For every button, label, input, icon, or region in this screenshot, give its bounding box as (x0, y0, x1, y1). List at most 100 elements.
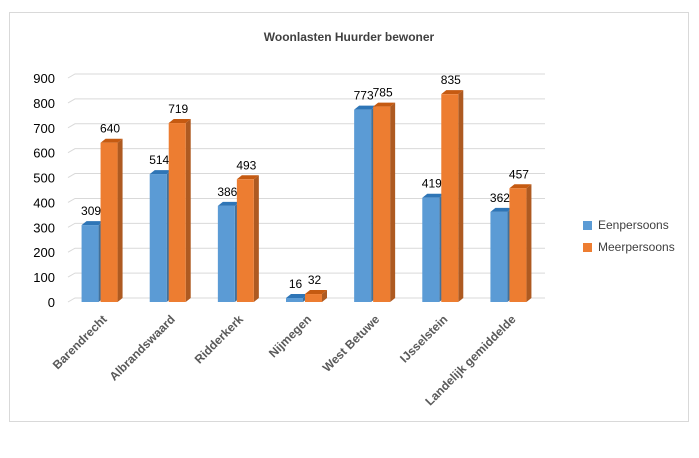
data-label: 785 (373, 86, 393, 100)
bar-top (236, 175, 259, 180)
bar-top (509, 184, 532, 189)
x-tick-label: Albrandswaard (107, 312, 178, 383)
y-tick-label: 700 (33, 121, 55, 136)
bar-front (100, 142, 118, 302)
gridlines (67, 73, 545, 303)
y-tick-label: 600 (33, 146, 55, 161)
legend-item-meerpersoons: Meerpersoons (583, 236, 675, 258)
data-label: 309 (81, 204, 101, 218)
gridline-600 (67, 148, 545, 154)
data-label: 457 (509, 167, 529, 181)
chart-title: Woonlasten Huurder bewoner (264, 30, 435, 44)
x-tick-label: West Betuwe (320, 312, 383, 375)
bar-meerpersoons-1 (168, 119, 191, 302)
data-label: 362 (490, 191, 510, 205)
gridline-200 (67, 247, 545, 253)
bar-front (441, 94, 459, 302)
y-tick-label: 400 (33, 195, 55, 210)
legend: Eenpersoons Meerpersoons (583, 214, 675, 258)
bar-side (185, 119, 191, 302)
bar-front (286, 298, 303, 302)
data-label: 773 (354, 89, 374, 103)
data-label: 16 (289, 277, 303, 291)
bar-meerpersoons-2 (236, 175, 259, 302)
bar-eenpersoons-4 (354, 105, 377, 302)
gridline-900 (67, 73, 545, 79)
bar-front (490, 211, 508, 302)
data-label: 493 (236, 158, 256, 172)
bar-front (305, 294, 322, 302)
bar-meerpersoons-3 (305, 290, 327, 302)
y-tick-label: 200 (33, 245, 55, 260)
x-tick-label: Ridderkerk (192, 312, 246, 366)
bar-eenpersoons-5 (422, 193, 445, 302)
data-label: 514 (149, 153, 169, 167)
y-tick-label: 300 (33, 220, 55, 235)
bar-meerpersoons-0 (100, 138, 123, 302)
bar-top (354, 105, 377, 110)
gridline-100 (67, 272, 545, 278)
gridline-400 (67, 197, 545, 203)
bar-front (236, 179, 254, 302)
bar-top (422, 193, 445, 198)
bar-side (117, 138, 123, 302)
bar-eenpersoons-0 (81, 221, 104, 302)
bar-top (100, 138, 123, 143)
gridline-300 (67, 222, 545, 228)
data-label: 719 (168, 102, 188, 116)
bar-side (253, 175, 259, 302)
bar-meerpersoons-4 (373, 102, 396, 302)
bar-front (373, 106, 391, 302)
bar-side (526, 184, 532, 302)
bar-meerpersoons-5 (441, 90, 464, 302)
bar-eenpersoons-1 (149, 170, 172, 302)
bar-top (168, 119, 191, 124)
legend-swatch-eenpersoons (583, 220, 592, 230)
bar-front (81, 225, 99, 302)
bar-side (458, 90, 464, 302)
bar-side (390, 102, 396, 302)
bar-front (168, 123, 186, 302)
bar-front (217, 205, 235, 302)
x-tick-label: IJsselstein (397, 312, 450, 365)
x-tick-label: Nijmegen (266, 312, 314, 360)
bar-meerpersoons-6 (509, 184, 532, 302)
y-tick-label: 800 (33, 96, 55, 111)
bar-top (149, 170, 172, 175)
bar-side (322, 290, 327, 302)
bar-top (305, 290, 327, 295)
legend-label-eenpersoons: Eenpersoons (598, 218, 669, 232)
data-label: 835 (441, 73, 461, 87)
data-label: 419 (422, 177, 442, 191)
bar-front (422, 197, 440, 302)
bar-eenpersoons-3 (286, 294, 308, 302)
legend-label-meerpersoons: Meerpersoons (598, 240, 675, 254)
bar-top (81, 221, 104, 226)
data-label: 640 (100, 122, 120, 136)
y-tick-label: 0 (48, 295, 55, 310)
bar-eenpersoons-6 (490, 207, 513, 302)
y-tick-label: 500 (33, 171, 55, 186)
bar-top (286, 294, 308, 299)
bar-top (490, 207, 513, 212)
bar-eenpersoons-2 (217, 201, 240, 302)
data-label: 32 (308, 273, 322, 287)
gridline-700 (67, 123, 545, 129)
data-label: 386 (217, 185, 237, 199)
bar-front (354, 109, 372, 302)
bar-front (149, 174, 167, 302)
bar-top (441, 90, 464, 95)
gridline-800 (67, 98, 545, 104)
legend-item-eenpersoons: Eenpersoons (583, 214, 675, 236)
legend-swatch-meerpersoons (583, 242, 592, 252)
y-axis: 0 100 200 300 400 500 600 700 800 900 (33, 71, 55, 310)
x-tick-label: Barendrecht (50, 312, 110, 372)
y-tick-label: 900 (33, 71, 55, 86)
gridline-500 (67, 173, 545, 178)
bar-top (373, 102, 396, 107)
y-tick-label: 100 (33, 270, 55, 285)
bar-top (217, 201, 240, 206)
